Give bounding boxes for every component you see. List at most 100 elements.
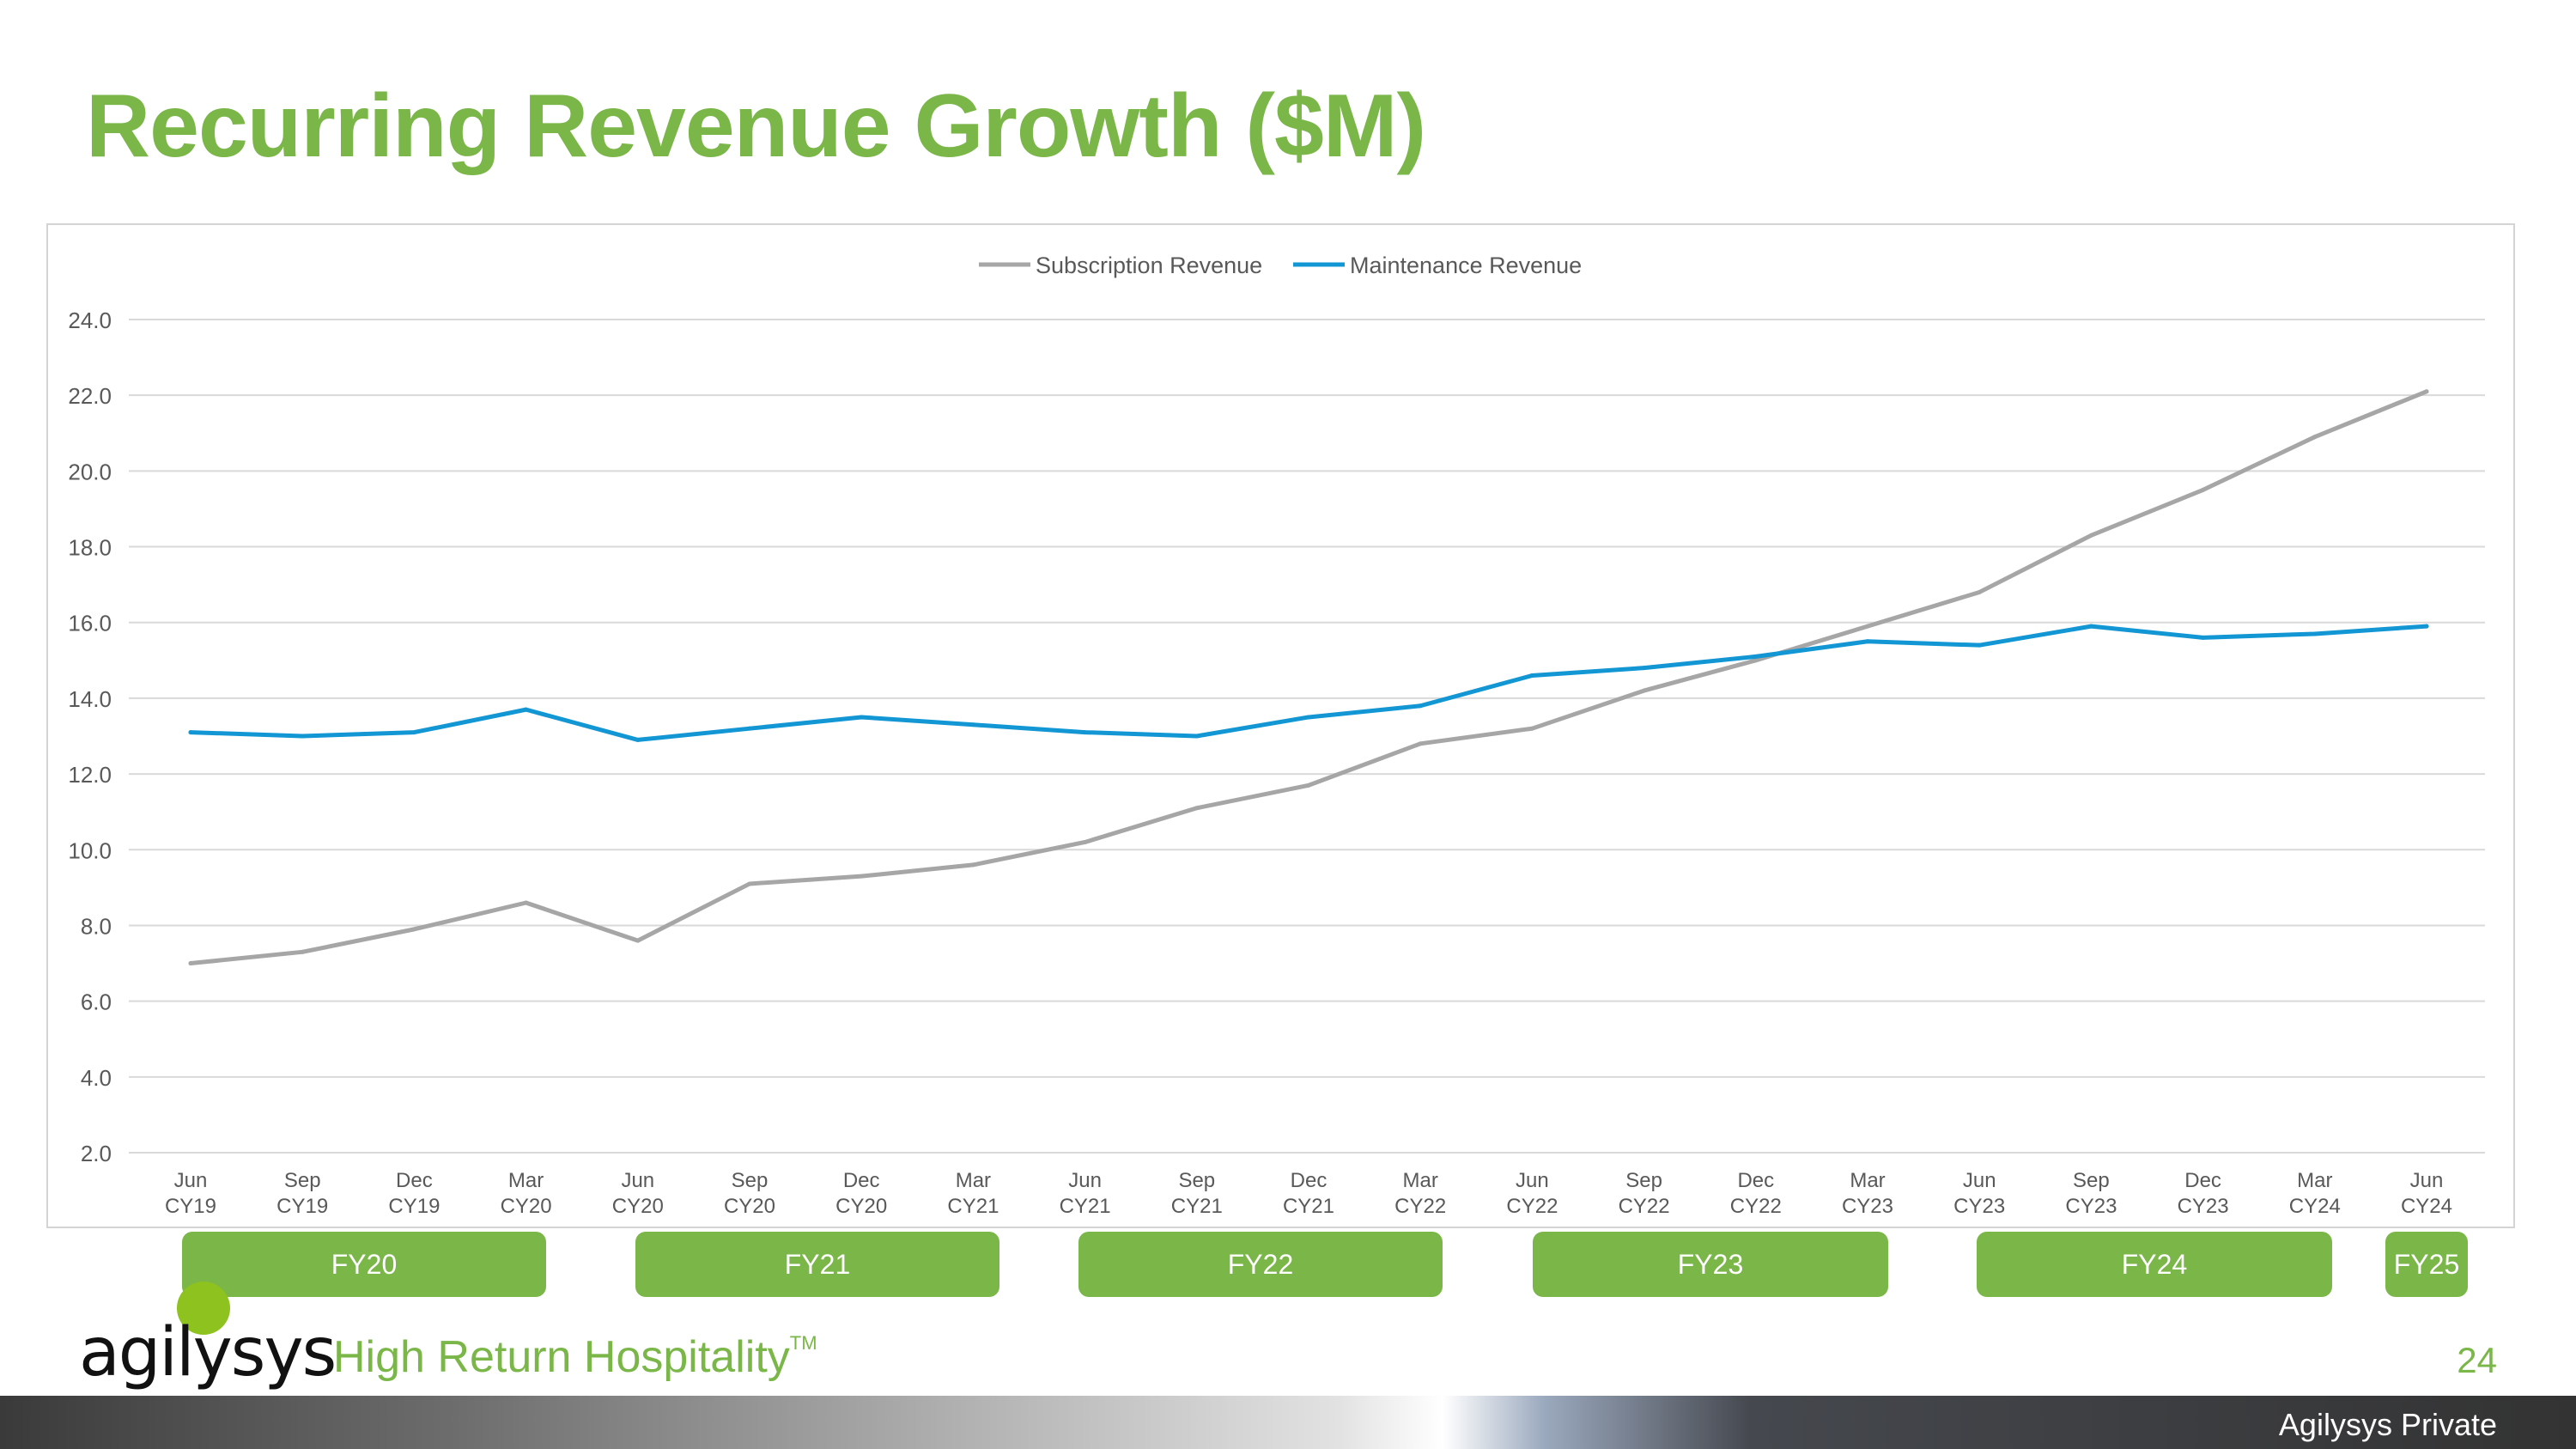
- data-point: [635, 938, 641, 943]
- x-tick-label: Sep: [284, 1169, 321, 1192]
- data-point: [859, 715, 864, 720]
- x-tick-label: CY20: [612, 1195, 664, 1218]
- x-tick-label: CY23: [2065, 1195, 2117, 1218]
- y-tick-label: 10.0: [68, 837, 112, 863]
- x-tick-label: Jun: [1963, 1169, 1996, 1192]
- legend-label: Maintenance Revenue: [1350, 253, 1582, 278]
- data-point: [1753, 658, 1759, 663]
- x-tick-label: CY23: [1842, 1195, 1893, 1218]
- x-tick-label: CY23: [1953, 1195, 2005, 1218]
- x-tick-label: Dec: [1737, 1169, 1774, 1192]
- x-tick-label: Dec: [2184, 1169, 2221, 1192]
- data-point: [524, 707, 529, 712]
- x-tick-label: CY19: [165, 1195, 216, 1218]
- data-point: [2088, 533, 2093, 538]
- revenue-line-chart: 2.0 4.0 6.0 8.0 10.0 12.0 14.0 16.0 18.0 20.0 22.0…: [68, 253, 2485, 1218]
- y-tick-label: 24.0: [68, 307, 112, 333]
- y-tick-label: 8.0: [81, 913, 112, 939]
- x-tick-label: Jun: [1068, 1169, 1102, 1192]
- data-point: [1977, 589, 1982, 594]
- data-point: [2201, 635, 2206, 640]
- x-tick-label: CY21: [1171, 1195, 1223, 1218]
- data-point: [1083, 730, 1088, 735]
- x-tick-label: Sep: [732, 1169, 769, 1192]
- x-tick-label: Jun: [174, 1169, 208, 1192]
- x-tick-label: Sep: [1625, 1169, 1662, 1192]
- data-point: [1865, 639, 1870, 644]
- x-tick-label: CY24: [2289, 1195, 2341, 1218]
- fiscal-year-label: FY20: [182, 1232, 546, 1297]
- x-tick-label: CY23: [2178, 1195, 2229, 1218]
- page-title: Recurring Revenue Growth ($M): [86, 76, 1426, 176]
- x-tick-label: CY20: [501, 1195, 552, 1218]
- data-point: [1194, 806, 1200, 811]
- x-tick-label: CY22: [1619, 1195, 1670, 1218]
- x-tick-label: Dec: [843, 1169, 880, 1192]
- series-line: [188, 624, 2429, 742]
- x-tick-label: CY19: [388, 1195, 440, 1218]
- x-tick-label: Jun: [621, 1169, 654, 1192]
- y-tick-label: 14.0: [68, 686, 112, 712]
- data-point: [411, 730, 416, 735]
- tagline: High Return HospitalityTM: [333, 1331, 817, 1383]
- data-point: [1529, 673, 1534, 678]
- x-tick-label: CY22: [1506, 1195, 1558, 1218]
- fiscal-year-label: FY25: [2385, 1232, 2468, 1297]
- company-logo: agilysys: [79, 1314, 337, 1391]
- data-point: [1753, 654, 1759, 659]
- x-tick-label: CY22: [1394, 1195, 1446, 1218]
- fiscal-year-label: FY24: [1977, 1232, 2332, 1297]
- x-tick-label: CY21: [947, 1195, 999, 1218]
- x-tick-label: CY20: [835, 1195, 887, 1218]
- data-point: [2424, 624, 2429, 629]
- data-point: [970, 722, 975, 728]
- data-point: [747, 881, 752, 886]
- trademark-mark: TM: [789, 1332, 817, 1354]
- series-line: [188, 389, 2429, 966]
- y-tick-label: 22.0: [68, 383, 112, 409]
- data-point: [188, 730, 193, 735]
- data-point: [2312, 435, 2318, 440]
- x-tick-label: Dec: [396, 1169, 433, 1192]
- data-point: [2312, 631, 2318, 636]
- x-tick-label: Mar: [508, 1169, 544, 1192]
- x-tick-label: CY19: [276, 1195, 328, 1218]
- y-tick-label: 16.0: [68, 611, 112, 636]
- data-point: [1418, 741, 1423, 746]
- logo-dot-icon: [177, 1282, 230, 1335]
- x-tick-label: Mar: [1403, 1169, 1438, 1192]
- y-tick-label: 6.0: [81, 989, 112, 1015]
- data-point: [1306, 782, 1311, 788]
- fiscal-year-label: FY22: [1078, 1232, 1443, 1297]
- legend-label: Subscription Revenue: [1036, 253, 1262, 278]
- y-tick-label: 20.0: [68, 459, 112, 484]
- footer-label: Agilysys Private: [2278, 1407, 2497, 1442]
- x-tick-label: CY24: [2401, 1195, 2452, 1218]
- tagline-text: High Return Hospitality: [333, 1332, 790, 1382]
- data-point: [1529, 726, 1534, 731]
- data-point: [1194, 734, 1200, 739]
- data-point: [859, 874, 864, 879]
- x-tick-label: CY22: [1730, 1195, 1782, 1218]
- data-point: [524, 900, 529, 905]
- data-point: [635, 737, 641, 742]
- data-point: [411, 927, 416, 932]
- data-point: [1865, 624, 1870, 629]
- x-tick-label: Sep: [1178, 1169, 1215, 1192]
- data-point: [1083, 839, 1088, 844]
- data-point: [1642, 688, 1647, 693]
- fiscal-year-label: FY23: [1533, 1232, 1888, 1297]
- x-tick-label: CY21: [1060, 1195, 1111, 1218]
- footer-bar: [0, 1396, 2576, 1449]
- x-tick-label: Jun: [1516, 1169, 1549, 1192]
- y-tick-label: 4.0: [81, 1065, 112, 1091]
- y-tick-label: 2.0: [81, 1141, 112, 1166]
- x-tick-label: Jun: [2410, 1169, 2444, 1192]
- fiscal-year-label: FY21: [635, 1232, 999, 1297]
- x-tick-label: CY20: [724, 1195, 775, 1218]
- data-point: [1977, 642, 1982, 648]
- data-point: [2088, 624, 2093, 629]
- page-number: 24: [2457, 1340, 2497, 1380]
- data-point: [1306, 715, 1311, 720]
- x-tick-label: CY21: [1283, 1195, 1334, 1218]
